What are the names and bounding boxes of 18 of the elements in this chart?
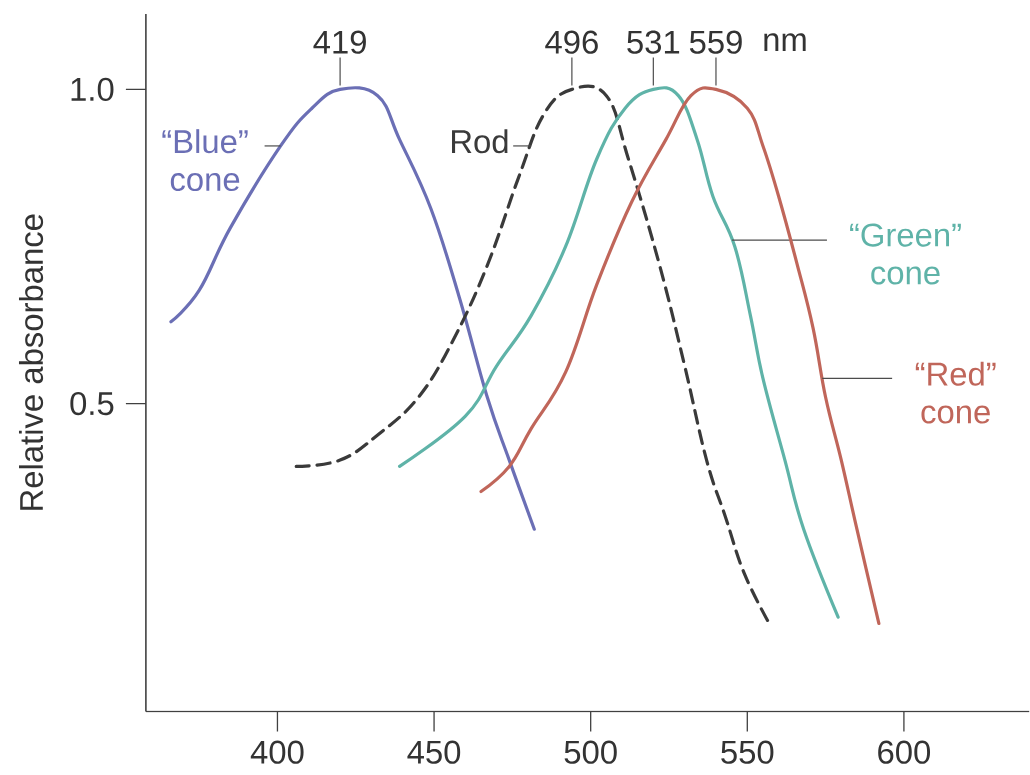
text: “Green” cone xyxy=(850,223,961,285)
series-label: “Blue” cone xyxy=(162,129,248,192)
annotation: 496 xyxy=(545,30,598,54)
annotation: 559 xyxy=(689,30,742,54)
y-tick-label: 0.5 xyxy=(70,392,114,416)
x-tick-label: 450 xyxy=(407,740,461,764)
y-axis-title: Relative absorbance xyxy=(18,214,44,510)
series-label: Rod xyxy=(452,129,508,154)
x-tick-label: 600 xyxy=(878,740,931,764)
y-tick-label: 1.0 xyxy=(71,77,114,102)
line-series xyxy=(398,86,840,619)
annotation: 531 xyxy=(627,30,680,54)
x-tick-label: 400 xyxy=(250,740,304,764)
x-tick-label: 550 xyxy=(721,740,774,764)
x-tick-label: 500 xyxy=(564,740,617,764)
annotation: 419 xyxy=(313,30,366,54)
annotation: nm xyxy=(764,33,806,52)
text: “Red” cone xyxy=(915,361,996,424)
